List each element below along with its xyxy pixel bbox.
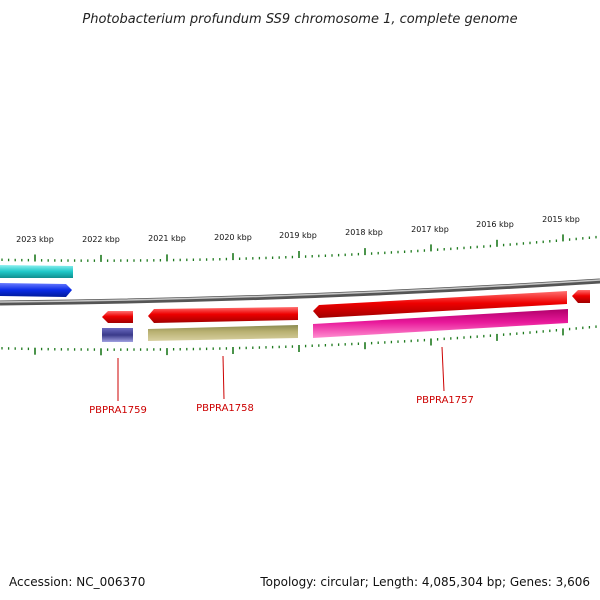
leader-line-1757 — [441, 346, 445, 392]
gene-red-right[interactable] — [572, 290, 590, 303]
ruler-label-2022: 2022 kbp — [82, 235, 120, 244]
feature-magenta[interactable] — [313, 309, 568, 338]
ruler-label-2017: 2017 kbp — [411, 225, 449, 234]
accession-text: Accession: NC_006370 — [9, 575, 145, 589]
genome-backbone — [0, 278, 600, 306]
feature-olive[interactable] — [148, 325, 298, 341]
ruler-label-2018: 2018 kbp — [345, 228, 383, 237]
ruler-label-2021: 2021 kbp — [148, 234, 186, 243]
gene-blue-left[interactable] — [0, 283, 72, 297]
ruler-label-2019: 2019 kbp — [279, 231, 317, 240]
feature-navy[interactable] — [102, 328, 133, 342]
leader-line-1758 — [222, 355, 225, 400]
gene-red-1759[interactable] — [102, 311, 133, 323]
lower-tick-row — [1, 325, 597, 356]
gene-red-1757[interactable] — [313, 291, 567, 318]
topology-summary: Topology: circular; Length: 4,085,304 bp… — [259, 575, 590, 589]
ruler-label-2023: 2023 kbp — [16, 235, 54, 244]
genome-backbone-highlight — [0, 279, 600, 303]
gene-red-1758[interactable] — [148, 307, 298, 323]
upper-tick-row — [1, 234, 597, 262]
gene-label-pbpra1759[interactable]: PBPRA1759 — [89, 405, 147, 416]
gene-teal-upper-left[interactable] — [0, 265, 73, 278]
gene-label-pbpra1757[interactable]: PBPRA1757 — [416, 395, 474, 406]
ruler-label-2020: 2020 kbp — [214, 233, 252, 242]
ruler-labels: 2023 kbp 2022 kbp 2021 kbp 2020 kbp 2019… — [16, 215, 580, 244]
map-title: Photobacterium profundum SS9 chromosome … — [82, 12, 517, 27]
ruler-label-2015: 2015 kbp — [542, 215, 580, 224]
ruler-label-2016: 2016 kbp — [476, 220, 514, 229]
gene-label-pbpra1758[interactable]: PBPRA1758 — [196, 403, 254, 414]
